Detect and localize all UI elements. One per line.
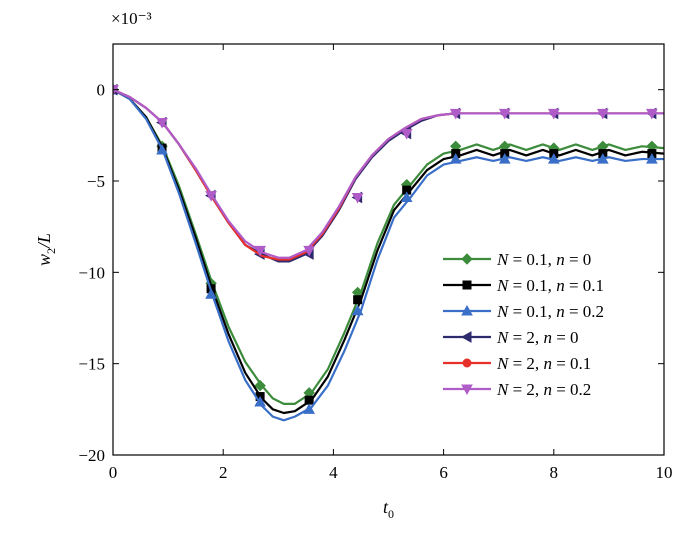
data-point xyxy=(303,403,316,414)
data-point xyxy=(254,395,266,407)
legend-label: N = 0.1, n = 0.1 xyxy=(496,276,604,295)
legend-label: N = 0.1, n = 0.2 xyxy=(496,302,604,321)
data-point xyxy=(646,153,658,164)
data-point xyxy=(351,192,364,204)
data-point xyxy=(596,108,609,120)
legend-label: N = 2, n = 0.1 xyxy=(496,354,591,373)
x-tick-label: 8 xyxy=(550,463,559,482)
data-point xyxy=(449,108,462,120)
legend-label: N = 2, n = 0 xyxy=(496,328,579,347)
data-point xyxy=(449,153,462,164)
data-point xyxy=(205,288,217,299)
series-line xyxy=(113,88,664,415)
series-3 xyxy=(113,83,664,263)
legend-swatch-marker xyxy=(461,304,473,316)
x-tick-label: 2 xyxy=(219,463,228,482)
x-tick-label: 6 xyxy=(439,463,448,482)
axes: 0 2 4 6 8 10 0 −5 −10 −15 −20 xyxy=(78,44,673,482)
data-point xyxy=(303,245,316,257)
legend-item: N = 2, n = 0.2 xyxy=(443,380,591,399)
data-point xyxy=(498,153,511,164)
legend-label: N = 0.1, n = 0 xyxy=(496,250,591,269)
y-axis-multiplier: ×10⁻³ xyxy=(111,9,152,28)
legend-item: N = 0.1, n = 0 xyxy=(443,250,591,269)
data-point xyxy=(547,108,560,120)
data-point xyxy=(351,304,364,316)
data-point xyxy=(400,129,413,140)
data-point xyxy=(646,108,658,120)
legend-item: N = 2, n = 0.1 xyxy=(443,354,591,373)
legend-item: N = 0.1, n = 0.2 xyxy=(443,302,604,321)
series-5 xyxy=(113,85,664,259)
legend-swatch-marker xyxy=(460,331,472,343)
series-line xyxy=(113,88,664,405)
series-2 xyxy=(113,83,664,422)
x-axis-label: t0 xyxy=(383,497,394,521)
data-point xyxy=(254,245,266,257)
data-point xyxy=(304,395,314,405)
data-point xyxy=(353,295,363,305)
data-point xyxy=(156,143,168,155)
series-line xyxy=(113,88,664,422)
y-tick-label: 0 xyxy=(97,81,106,100)
x-axis-label-text: t0 xyxy=(383,497,394,521)
x-tick-label: 10 xyxy=(656,463,673,482)
series-line xyxy=(113,88,664,259)
legend-label: N = 2, n = 0.2 xyxy=(496,380,591,399)
y-tick-label: −20 xyxy=(78,446,105,465)
legend: N = 0.1, n = 0 N = 0.1, n = 0.1 N = 0.1, n… xyxy=(443,250,604,399)
legend-swatch-marker xyxy=(462,358,472,368)
y-axis-label-text: w2/L xyxy=(34,233,58,266)
y-tick-label: −10 xyxy=(78,263,105,282)
legend-swatch-marker xyxy=(461,384,473,396)
x-tick-label: 0 xyxy=(109,463,118,482)
data-point xyxy=(547,153,560,164)
data-point xyxy=(156,118,168,129)
legend-swatch-marker xyxy=(461,253,473,265)
data-point xyxy=(254,379,266,392)
plot-area xyxy=(113,83,664,422)
plot-frame xyxy=(112,43,665,456)
data-point xyxy=(596,153,609,164)
data-point xyxy=(498,108,511,120)
legend-swatch-marker xyxy=(462,280,472,290)
y-tick-label: −5 xyxy=(87,172,105,191)
y-axis-label: w2/L xyxy=(34,233,58,266)
legend-item: N = 0.1, n = 0.1 xyxy=(443,276,604,295)
data-point xyxy=(400,191,413,202)
x-tick-label: 4 xyxy=(329,463,338,482)
data-point xyxy=(205,191,217,202)
legend-item: N = 2, n = 0 xyxy=(443,328,579,347)
y-tick-label: −15 xyxy=(78,355,105,374)
